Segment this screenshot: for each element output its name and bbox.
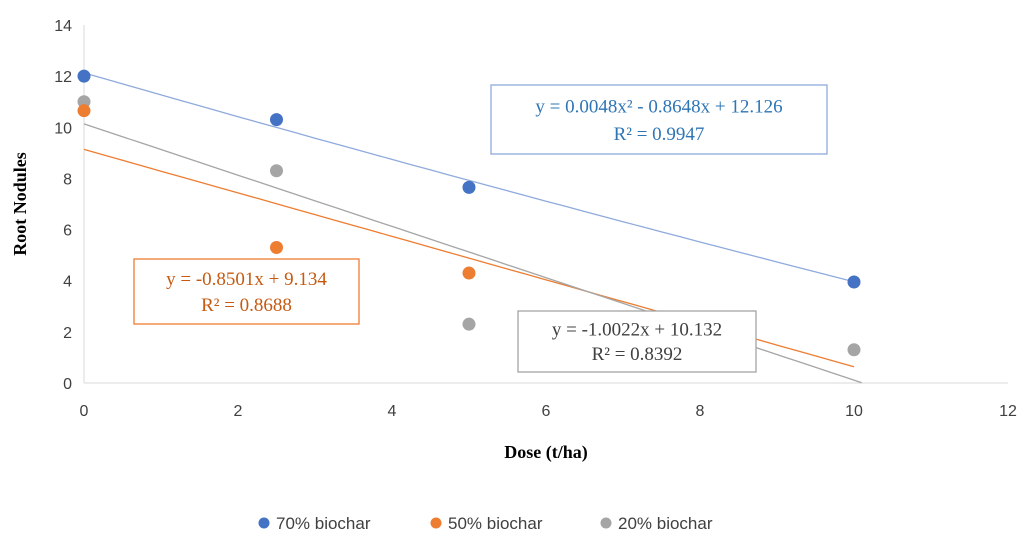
y-tick-label: 6 [63, 223, 72, 240]
trendline-r-squared: R² = 0.9947 [614, 124, 705, 145]
y-tick-label: 2 [63, 325, 72, 342]
y-tick-label: 14 [54, 18, 72, 35]
y-axis-title: Root Nodules [10, 152, 30, 256]
equation-box-border [133, 258, 360, 325]
axes [83, 25, 1008, 384]
y-tick-label: 10 [54, 120, 72, 137]
data-point [462, 317, 476, 331]
data-point [270, 164, 283, 178]
legend-entry: 20% biochar [600, 514, 713, 533]
data-point [462, 180, 476, 194]
legend-marker [258, 517, 270, 529]
data-point [77, 95, 91, 109]
data-point [270, 113, 283, 127]
tick-labels: 0 2 4 6 8 10 12 14 0 2 4 6 8 10 12 [54, 18, 1017, 420]
trendline-r-squared: R² = 0.8688 [201, 295, 292, 316]
trendline-equation: y = -0.8501x + 9.134 [166, 269, 327, 290]
data-point [847, 343, 861, 357]
legend-entry: 50% biochar [430, 514, 543, 533]
legend-marker [430, 517, 442, 529]
trendline-equations: y = 0.0048x² - 0.8648x + 12.126 R² = 0.99… [133, 84, 828, 373]
legend-label: 20% biochar [618, 514, 713, 533]
equation-box-1: y = 0.0048x² - 0.8648x + 12.126 R² = 0.99… [490, 84, 828, 155]
trendline-equation: y = -1.0022x + 10.132 [552, 319, 722, 340]
data-point [77, 104, 91, 118]
equation-box-3: y = -1.0022x + 10.132 R² = 0.8392 [517, 310, 757, 373]
y-tick-label: 4 [63, 274, 72, 291]
legend-label: 50% biochar [448, 514, 543, 533]
trendline-equation: y = 0.0048x² - 0.8648x + 12.126 [535, 97, 782, 118]
equation-box-border [490, 84, 828, 155]
legend-entry: 70% biochar [258, 514, 371, 533]
equation-box-border [517, 310, 757, 373]
x-tick-label: 2 [234, 403, 243, 420]
x-tick-label: 10 [845, 403, 863, 420]
trendline-1 [83, 72, 855, 283]
x-tick-label: 6 [542, 403, 551, 420]
data-point [462, 266, 476, 280]
x-axis-title: Dose (t/ha) [504, 442, 588, 463]
data-point [847, 275, 861, 289]
x-tick-label: 4 [388, 403, 397, 420]
data-points [77, 69, 861, 357]
legend-label: 70% biochar [276, 514, 371, 533]
y-tick-label: 12 [54, 69, 72, 86]
legend-marker [600, 517, 612, 529]
x-tick-label: 12 [999, 403, 1017, 420]
data-point [77, 69, 91, 83]
trendline-r-squared: R² = 0.8392 [592, 344, 683, 365]
data-point [270, 240, 283, 254]
x-tick-label: 0 [80, 403, 89, 420]
x-tick-label: 8 [696, 403, 705, 420]
legend: 70% biochar 50% biochar 20% biochar [258, 514, 713, 533]
y-tick-label: 0 [63, 376, 72, 393]
equation-box-2: y = -0.8501x + 9.134 R² = 0.8688 [133, 258, 360, 325]
y-tick-label: 8 [63, 171, 72, 188]
